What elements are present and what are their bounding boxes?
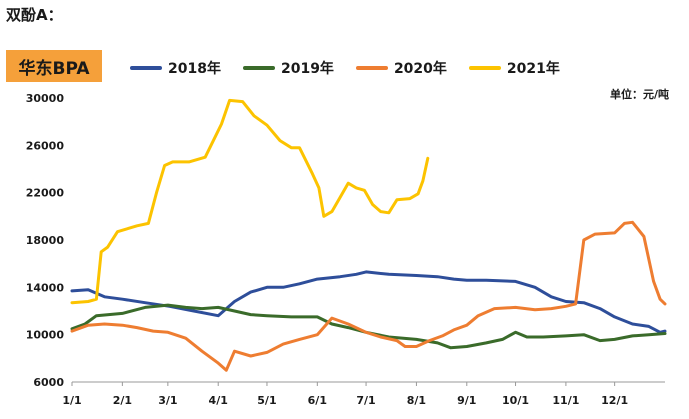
y-tick-label: 18000 [26, 234, 65, 247]
x-tick-label: 6/1 [308, 394, 327, 407]
series-line-2020 [70, 220, 667, 372]
legend-item-2019: 2019年 [242, 58, 334, 78]
legend-label-2020: 2020年 [393, 61, 447, 77]
x-tick-label: 5/1 [257, 394, 276, 407]
y-tick-label: 30000 [26, 92, 65, 105]
chart-legend: 2018年 2019年 2020年 2021年 [130, 58, 560, 78]
series-line-2019 [70, 303, 667, 350]
x-tick-label: 1/1 [62, 394, 81, 407]
x-tick-label: 12/1 [601, 394, 628, 407]
legend-item-2018: 2018年 [130, 58, 221, 78]
series-line-2021 [70, 98, 430, 305]
legend-item-2021: 2021年 [468, 58, 560, 78]
legend-item-2020: 2020年 [355, 58, 447, 78]
legend-swatch-2018 [130, 66, 162, 70]
y-tick-label: 14000 [26, 281, 65, 294]
x-tick-label: 9/1 [457, 394, 476, 407]
y-tick-label: 10000 [26, 329, 65, 342]
x-tick-label: 4/1 [209, 394, 228, 407]
legend-swatch-2021 [468, 66, 501, 70]
legend-label-2019: 2019年 [280, 61, 334, 77]
series-line-2018 [70, 270, 667, 334]
y-tick-label: 6000 [33, 376, 64, 389]
legend-swatch-2019 [242, 66, 275, 70]
y-tick-label: 22000 [26, 187, 65, 200]
page-heading: 双酚A： [6, 6, 63, 24]
legend-swatch-2020 [355, 66, 388, 70]
x-tick-label: 11/1 [552, 394, 579, 407]
x-tick-label: 7/1 [356, 394, 375, 407]
y-tick-label: 26000 [26, 139, 65, 152]
x-tick-label: 10/1 [502, 394, 529, 407]
x-tick-label: 3/1 [158, 394, 177, 407]
unit-label: 单位：元/吨 [609, 88, 669, 101]
x-tick-label: 8/1 [407, 394, 426, 407]
legend-label-2018: 2018年 [168, 61, 221, 77]
x-tick-label: 2/1 [113, 394, 132, 407]
legend-label-2021: 2021年 [506, 61, 560, 77]
chart-title-badge: 华东BPA [6, 50, 102, 82]
